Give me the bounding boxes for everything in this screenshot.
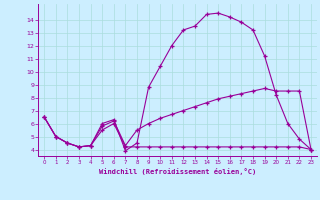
X-axis label: Windchill (Refroidissement éolien,°C): Windchill (Refroidissement éolien,°C) <box>99 168 256 175</box>
